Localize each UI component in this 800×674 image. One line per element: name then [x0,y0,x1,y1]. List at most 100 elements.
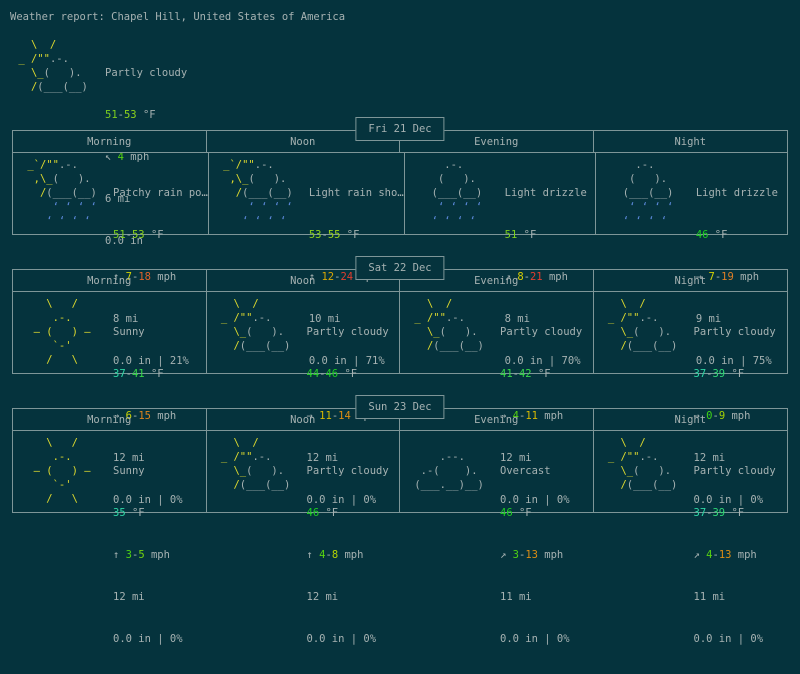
date-tab: Sun 23 Dec [355,395,445,419]
precipitation: 0.0 in | 0% [693,494,764,506]
weather-icon-rain-shower: _`/"".-. ,\_( ). /(___(__) ‘ ‘ ‘ ‘ ‘ ‘ ‘… [216,159,293,227]
column-header-morning: Morning [13,270,207,292]
cell-info: Patchy rain po… 51-53 °F ↑ 7-18 mph 8 mi… [113,158,208,367]
cell-info: Partly cloudy 37-39 °F → 0-9 mph 12 mi 0… [693,297,776,506]
temperature-range: 51-53 °F [113,229,164,241]
visibility: 8 mi [504,313,530,325]
precipitation: 0.0 in | 71% [308,355,385,367]
condition-label: Sunny [113,326,145,338]
column-header-morning: Morning [13,131,207,153]
period-header-row: Morning Noon Evening Night [13,270,787,292]
weather-icon-patchy-rain: _`/"".-. ,\_( ). /(___(__) ‘ ‘ ‘ ‘ ‘ ‘ ‘… [21,159,97,227]
weather-icon-sunny: \ / .-. – ( ) – `-' / \ [21,437,91,505]
wind-speed: ↖ 4 mph [105,151,150,163]
precipitation: 0.0 in | 0% [306,494,377,506]
terminal-screen: Weather report: Chapel Hill, United Stat… [10,11,788,645]
column-header-evening: Evening [400,131,594,153]
wind-speed: → 6-15 mph [113,410,177,422]
cell-info: Sunny 35 °F ↑ 3-5 mph 12 mi 0.0 in | 0% [113,436,183,645]
condition-label: Partly cloudy [500,326,583,338]
column-header-evening: Evening [400,409,594,431]
precipitation: 0.0 in | 0% [113,494,183,506]
weather-icon-partly-cloudy: \ / _ /"".-. \_( ). /(___(__) [408,298,484,352]
period-header-row: Morning Noon Evening Night [13,131,787,153]
wind-speed: → 4-11 mph [500,410,564,422]
visibility: 12 mi [113,591,145,603]
forecast-cell-day3-noon: \ / _ /"".-. \_( ). /(___(__) Partly clo… [207,431,400,645]
cell-info: Sunny 37-41 °F → 6-15 mph 12 mi 0.0 in |… [113,297,183,506]
condition-label: Light drizzle [695,187,779,199]
temperature-range: 53-55 °F [308,229,360,241]
forecast-cell-day2-night: \ / _ /"".-. \_( ). /(___(__) Partly clo… [594,292,788,506]
report-title: Weather report: Chapel Hill, United Stat… [10,11,346,23]
temperature-range: 37-41 °F [113,368,164,380]
forecast-cell-day1-morning: _`/"".-. ,\_( ). /(___(__) ‘ ‘ ‘ ‘ ‘ ‘ ‘… [13,153,209,367]
visibility: 12 mi [306,452,339,464]
wind-speed: ↑ 4-8 mph [306,549,364,561]
condition-label: Sunny [113,465,145,477]
temperature-range: 35 °F [113,507,145,519]
visibility: 9 mi [695,313,722,325]
wind-speed: ↗ 4-13 mph [693,549,757,561]
column-header-night: Night [593,409,787,431]
wind-speed: ↑ 3-5 mph [113,549,170,561]
forecast-cell-day1-evening: .-. ( ). (___(__) ‘ ‘ ‘ ‘ ‘ ‘ ‘ ‘ Light … [405,153,596,367]
cell-info: Light drizzle 51 °F ↗ 8-21 mph 8 mi 0.0 … [504,158,587,367]
forecast-table-day2: Sat 22 Dec Morning Noon Evening Night \ … [12,256,788,506]
forecast-cell-day2-noon: \ / _ /"".-. \_( ). /(___(__) Partly clo… [207,292,400,506]
temperature-range: 44-46 °F [306,368,358,380]
visibility: 12 mi [500,452,532,464]
temperature-range: 41-42 °F [500,368,551,380]
forecast-table-day1: Fri 21 Dec Morning Noon Evening Night _`… [12,117,788,367]
forecast-cell-day3-morning: \ / .-. – ( ) – `-' / \ Sunny 35 °F ↑ 3-… [13,431,207,645]
condition-label: Partly cloudy [693,326,776,338]
weather-icon-drizzle: .-. ( ). (___(__) ‘ ‘ ‘ ‘ ‘ ‘ ‘ ‘ [412,159,483,227]
forecast-table-day3: Sun 23 Dec Morning Noon Evening Night \ … [12,395,788,645]
forecast-row: \ / .-. – ( ) – `-' / \ Sunny 35 °F ↑ 3-… [13,431,788,645]
visibility: 10 mi [308,313,341,325]
cell-info: Partly cloudy 37-39 °F ↗ 4-13 mph 11 mi … [693,436,776,645]
weather-icon-partly-cloudy: \ / _ /"".-. \_( ). /(___(__) [214,437,291,491]
forecast-cell-day2-morning: \ / .-. – ( ) – `-' / \ Sunny 37-41 °F →… [13,292,207,506]
precipitation: 0.0 in | 0% [113,633,183,645]
current-info: Partly cloudy 51-53 °F ↖ 4 mph 6 mi 0.0 … [105,38,187,247]
column-header-noon: Noon [206,409,400,431]
weather-icon-partly-cloudy: \ / _ /"".-. \_( ). /(___(__) [601,437,678,491]
weather-icon-overcast: .--. .-( ). (___.__)__) [408,451,484,491]
weather-icon-partly-cloudy: \ / _ /"".-. \_( ). /(___(__) [12,39,88,93]
forecast-cell-day2-evening: \ / _ /"".-. \_( ). /(___(__) Partly clo… [400,292,594,506]
column-header-noon: Noon [206,131,400,153]
precipitation: 0.0 in | 0% [693,633,764,645]
temperature-range: 51 °F [504,229,537,241]
column-header-morning: Morning [13,409,207,431]
wind-speed: ↗ 8-21 mph [504,271,568,283]
condition-label: Light drizzle [504,187,587,199]
date-label: Fri 21 Dec [368,123,432,135]
forecast-cell-day3-night: \ / _ /"".-. \_( ). /(___(__) Partly clo… [594,431,788,645]
temperature-range: 37-39 °F [693,368,745,380]
cell-info: Light drizzle 46 °F → 7-19 mph 9 mi 0.0 … [695,158,779,367]
visibility: 12 mi [306,591,339,603]
precipitation: 0.0 in | 0% [500,494,570,506]
date-tab: Fri 21 Dec [355,117,445,141]
condition-label: Partly cloudy [693,465,776,477]
forecast-row: \ / .-. – ( ) – `-' / \ Sunny 37-41 °F →… [13,292,788,506]
temperature-range: 46 °F [306,507,339,519]
cell-info: Light rain sho… 53-55 °F ↑ 12-24 mph 10 … [308,158,404,367]
forecast-row: _`/"".-. ,\_( ). /(___(__) ‘ ‘ ‘ ‘ ‘ ‘ ‘… [13,153,787,367]
precipitation: 0.0 in | 75% [695,355,772,367]
cell-info: Partly cloudy 46 °F ↑ 4-8 mph 12 mi 0.0 … [307,436,389,645]
date-label: Sat 22 Dec [368,262,432,274]
wind-speed: → 7-19 mph [695,271,760,283]
weather-icon-drizzle: .-. ( ). (___(__) ‘ ‘ ‘ ‘ ‘ ‘ ‘ ‘ [603,159,674,227]
visibility: 6 mi [105,193,131,205]
precipitation: 0.0 in | 0% [306,633,377,645]
column-header-night: Night [593,270,787,292]
weather-icon-sunny: \ / .-. – ( ) – `-' / \ [21,298,91,366]
precipitation: 0.0 in | 0% [500,633,570,645]
condition-label: Partly cloudy [306,326,389,338]
column-header-evening: Evening [400,270,594,292]
column-header-night: Night [593,131,787,153]
condition-label: Light rain sho… [308,187,404,199]
cell-info: Partly cloudy 41-42 °F → 4-11 mph 12 mi … [500,297,583,506]
